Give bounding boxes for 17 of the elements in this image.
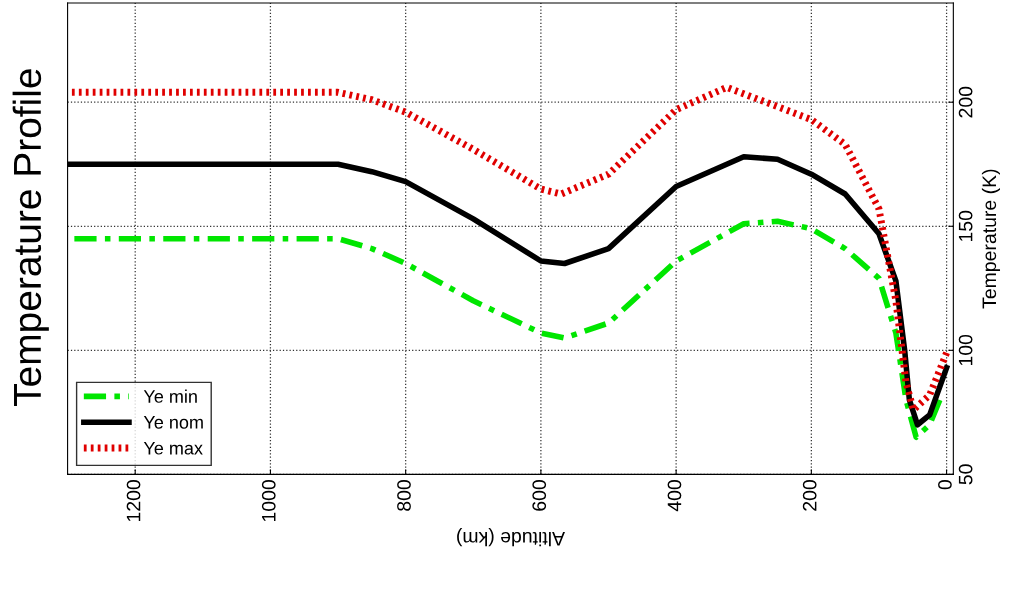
x-tick-label: 0 — [938, 480, 952, 490]
x-tick-label: 1200 — [126, 480, 141, 522]
y-tick-label: 100 — [958, 334, 973, 366]
y-axis-title: Temperature (K) — [981, 169, 1001, 309]
legend-label: Ye max — [143, 441, 203, 455]
legend-label: Ye nom — [143, 416, 203, 429]
legend-label: Ye min — [143, 389, 197, 403]
x-axis-title: Altitude (km) — [457, 528, 565, 547]
y-tick-label: 200 — [958, 86, 973, 118]
x-tick-label: 1000 — [261, 480, 276, 522]
x-tick-label: 600 — [532, 480, 547, 511]
x-tick-label: 400 — [667, 480, 682, 512]
x-tick-label: 800 — [397, 480, 411, 511]
y-tick-label: 50 — [958, 464, 973, 485]
x-tick-label: 200 — [802, 480, 817, 511]
y-tick-label: 150 — [958, 210, 973, 242]
text: Temperature Profile — [12, 69, 49, 406]
